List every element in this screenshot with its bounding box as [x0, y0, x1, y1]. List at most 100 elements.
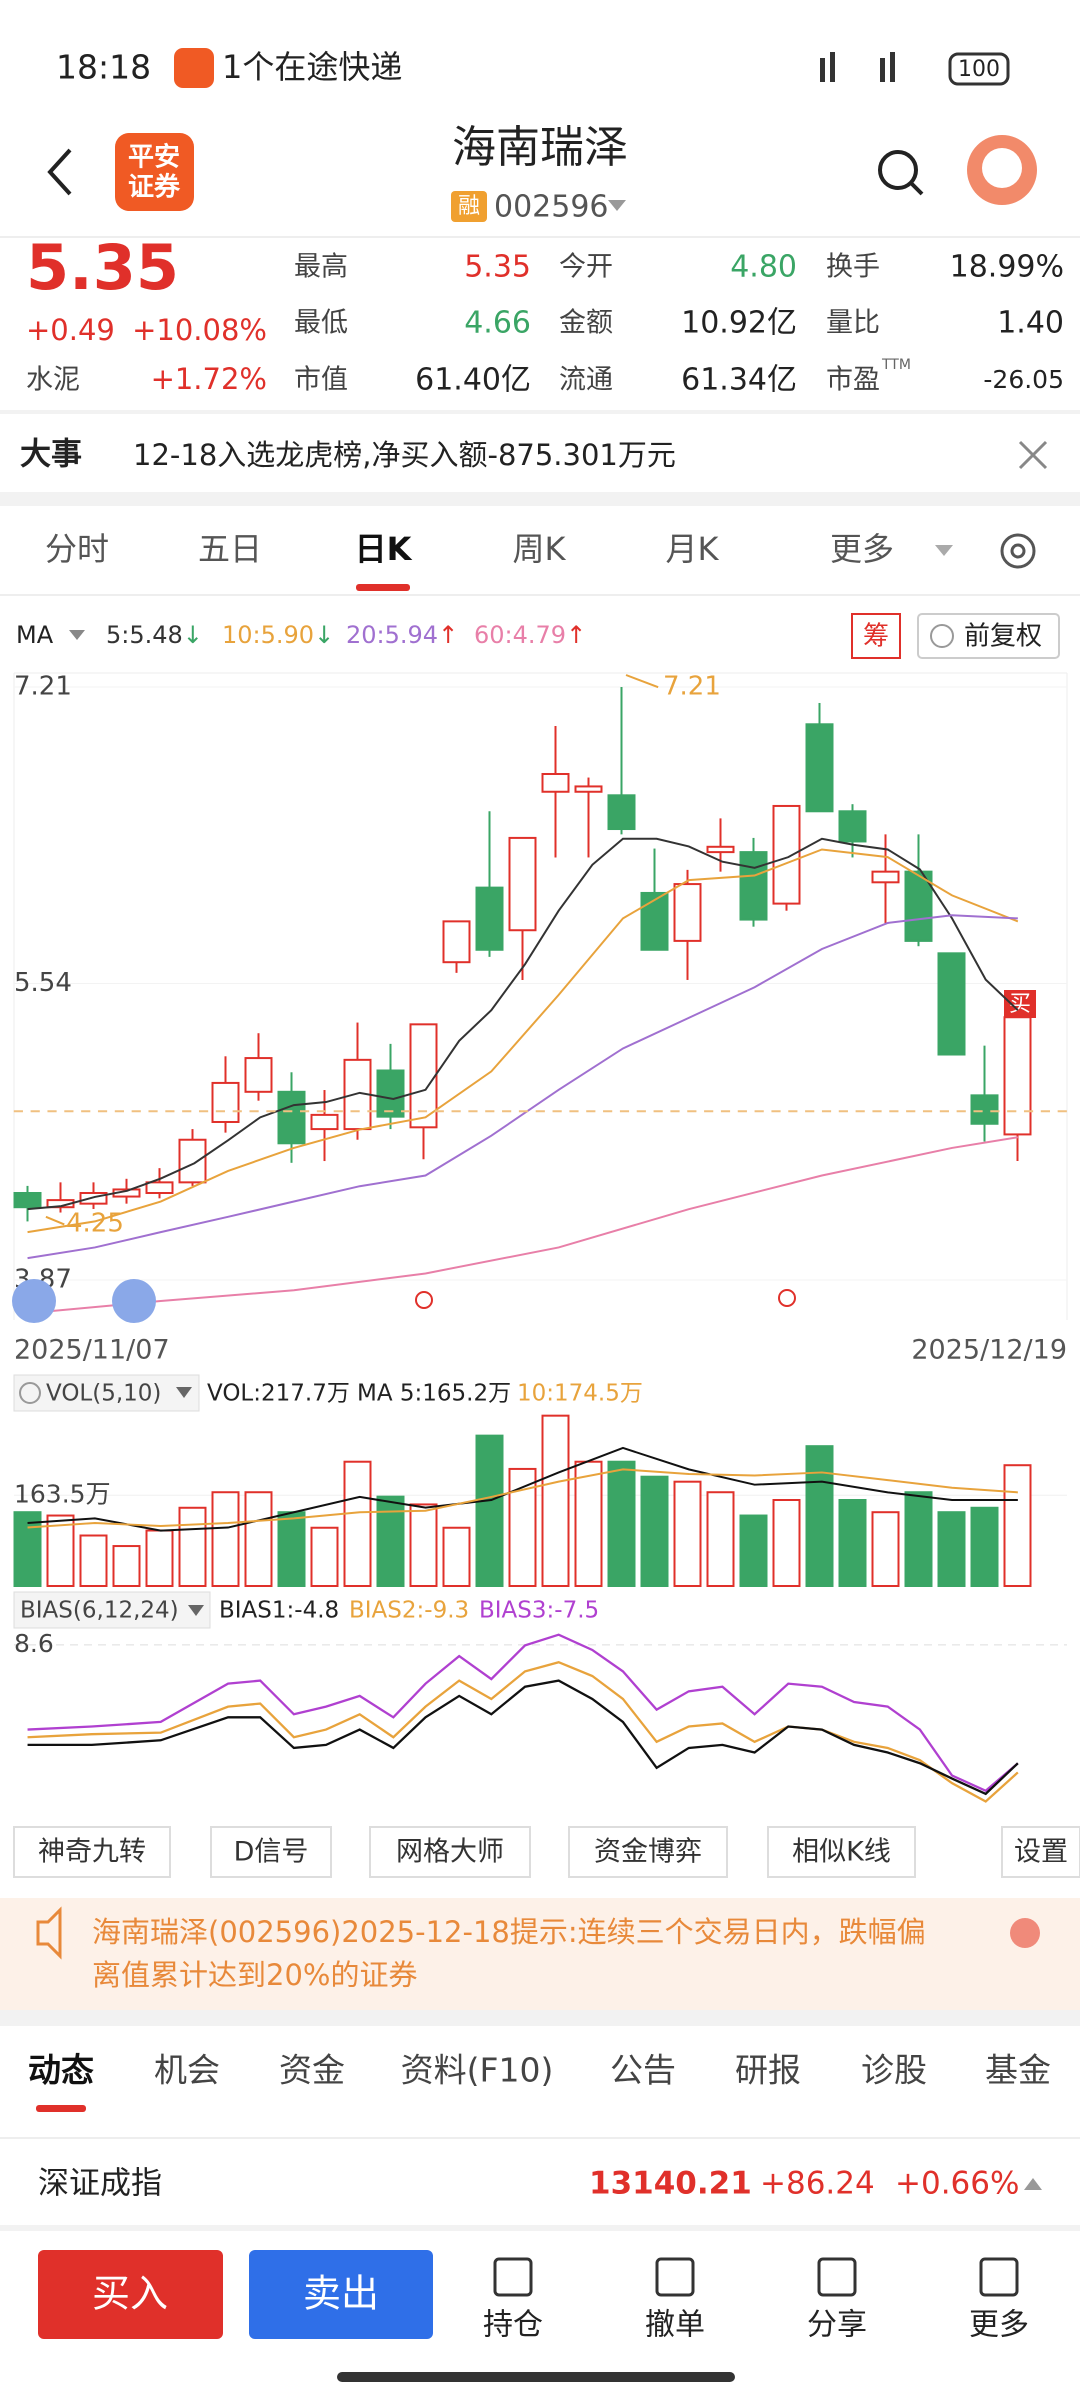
change-pct: +10.08% — [132, 313, 267, 347]
tool-button[interactable] — [210, 1826, 332, 1878]
app-icon — [174, 48, 214, 88]
chart-tab[interactable]: 日K — [355, 530, 413, 568]
info-tab[interactable]: 机会 — [154, 2051, 220, 2090]
field-label: 最低 — [294, 308, 348, 339]
close-news[interactable] — [1018, 440, 1048, 470]
chip-text: 筹 — [863, 622, 889, 652]
vol-legend: VOL(5,10) — [46, 1381, 161, 1407]
info-tab[interactable]: 资料(F10) — [401, 2051, 554, 2090]
tool-button[interactable] — [369, 1826, 531, 1878]
candle-body — [376, 1069, 405, 1118]
ma5-line — [27, 837, 1019, 1211]
volume-bar — [904, 1491, 933, 1588]
back-button[interactable] — [47, 148, 72, 196]
info-tab[interactable]: 诊股 — [861, 2051, 927, 2090]
candle-body — [442, 920, 471, 964]
candle-body — [310, 1113, 339, 1131]
bar-icon[interactable] — [817, 2257, 857, 2297]
tool-button[interactable] — [568, 1826, 728, 1878]
field-value: 61.40亿 — [415, 363, 531, 398]
status-time: 18:18 — [56, 48, 151, 87]
vol-ma5-line — [27, 1446, 1018, 1532]
chip-button[interactable] — [851, 613, 901, 659]
volume-bar — [442, 1526, 471, 1588]
battery — [948, 52, 1010, 86]
vol-legend-box[interactable] — [13, 1374, 200, 1412]
field-label: 量比 — [826, 308, 880, 339]
buy-button[interactable] — [38, 2250, 223, 2339]
info-tab[interactable]: 公告 — [610, 2051, 676, 2090]
bar-label: 撤单 — [645, 2308, 705, 2343]
dropdown[interactable] — [608, 200, 626, 211]
chart-tab[interactable]: 更多 — [830, 530, 894, 568]
index-change-pct: +0.66% — [895, 2166, 1019, 2202]
ma60-line — [27, 1136, 1019, 1315]
info-tab[interactable]: 资金 — [279, 2051, 345, 2090]
tab-underline — [36, 2105, 86, 2112]
field-value: 61.34亿 — [681, 363, 797, 398]
event-markers — [415, 1289, 796, 1309]
candle-body — [772, 804, 801, 905]
stock-name: 海南瑞泽 — [452, 122, 628, 173]
vol-dropdown[interactable] — [176, 1387, 192, 1398]
field-label: 换手 — [826, 252, 880, 283]
volume-bar — [1003, 1464, 1032, 1588]
ma-value: 20:5.94 — [346, 621, 438, 649]
news-text[interactable]: 12-18入选龙虎榜,净买入额-875.301万元 — [133, 438, 676, 472]
home-indicator — [337, 2372, 735, 2382]
search-button[interactable] — [878, 150, 924, 196]
bias-legend-box[interactable] — [13, 1591, 211, 1629]
bar-icon[interactable] — [979, 2257, 1019, 2297]
ma-dropdown[interactable] — [69, 630, 85, 640]
logo-text: 证券 — [128, 173, 181, 203]
bar-label: 更多 — [969, 2308, 1029, 2343]
volume-bar — [937, 1511, 966, 1587]
ma-arrow: ↓ — [314, 621, 334, 649]
chart-tab[interactable]: 月K — [666, 530, 720, 568]
volume-bar — [574, 1460, 603, 1588]
close-notice[interactable] — [1010, 1918, 1040, 1948]
candle-body — [211, 1081, 240, 1123]
adjust-text: 前复权 — [964, 622, 1042, 652]
bar-icon[interactable] — [655, 2257, 695, 2297]
candle-body — [244, 1057, 273, 1093]
adjust-button[interactable] — [917, 613, 1060, 659]
chart-tab[interactable]: 分时 — [45, 530, 109, 568]
candle-body — [805, 723, 834, 813]
candle-body — [409, 1023, 438, 1129]
change: +0.49 — [26, 313, 115, 347]
tool-button[interactable] — [1001, 1826, 1080, 1878]
volume-bar — [376, 1495, 405, 1588]
info-icon — [19, 1382, 41, 1404]
sell-text: 卖出 — [303, 2272, 379, 2316]
info-tab[interactable]: 动态 — [28, 2051, 94, 2090]
low-pointer — [45, 1215, 65, 1226]
event-icon[interactable] — [112, 1279, 156, 1323]
candle-body — [937, 952, 966, 1056]
candle-body — [706, 845, 735, 854]
sell-button[interactable] — [249, 2250, 433, 2339]
broker-logo — [115, 133, 194, 211]
buy-text: 买入 — [92, 2272, 168, 2316]
ma-value: 60:4.79 — [474, 621, 566, 649]
bias-dropdown[interactable] — [188, 1605, 204, 1616]
y-tick-label: 163.5万 — [14, 1479, 111, 1508]
candle-body — [541, 772, 570, 793]
expand-index[interactable] — [1024, 2178, 1042, 2190]
settings-button[interactable] — [1000, 533, 1036, 569]
avatar-face — [982, 148, 1022, 188]
bar-icon[interactable] — [493, 2257, 533, 2297]
notice-banner[interactable] — [0, 1898, 1080, 2010]
field-label: 金额 — [559, 308, 613, 339]
info-tab[interactable]: 基金 — [985, 2051, 1051, 2090]
status-notification: 1个在途快递 — [222, 48, 402, 86]
expand-button[interactable] — [12, 1279, 56, 1323]
tool-button[interactable] — [767, 1826, 916, 1878]
chart-tab[interactable]: 五日 — [198, 530, 262, 568]
chart-tab[interactable]: 周K — [513, 530, 567, 568]
more-dropdown[interactable] — [935, 545, 953, 556]
stock-code: 002596 — [494, 190, 609, 225]
tool-button[interactable] — [13, 1826, 171, 1878]
bias3-line — [27, 1633, 1019, 1793]
info-tab[interactable]: 研报 — [735, 2051, 801, 2090]
